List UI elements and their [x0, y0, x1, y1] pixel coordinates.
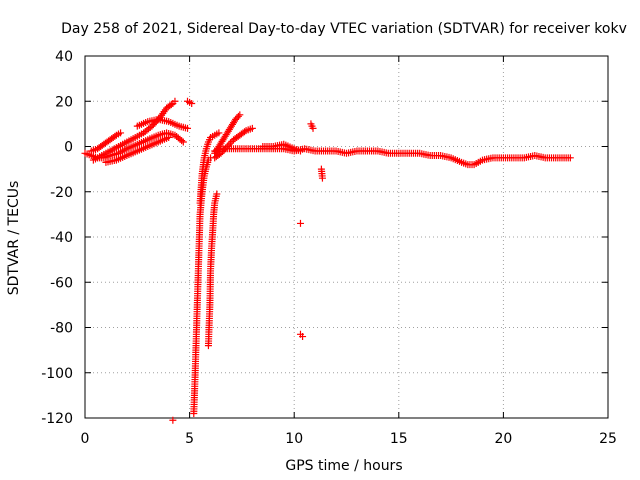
y-tick-label: -120 — [41, 411, 73, 427]
data-point-arc-mid — [220, 146, 228, 154]
y-axis-label: SDTVAR / TECUs — [6, 181, 22, 296]
data-point-outliers — [169, 416, 177, 424]
x-axis: 0 5 10 15 20 25 — [81, 56, 617, 447]
data-point-arc-early — [117, 129, 125, 137]
data-point-outliers — [309, 124, 317, 132]
data-point-arc-mid — [219, 148, 227, 156]
grid — [85, 56, 608, 418]
data-points — [81, 97, 574, 424]
x-tick-label: 15 — [390, 431, 408, 447]
data-point-arc-early — [188, 100, 196, 108]
data-point-baseline — [566, 154, 574, 162]
chart-title: Day 258 of 2021, Sidereal Day-to-day VTE… — [61, 21, 627, 37]
data-point-outliers — [296, 219, 304, 227]
data-point-outliers — [318, 174, 326, 182]
data-point-arc-early — [111, 132, 119, 140]
x-tick-label: 20 — [494, 431, 512, 447]
y-axis: -120 -100 -80 -60 -40 -20 0 20 40 — [41, 49, 608, 427]
data-point-dip — [213, 190, 221, 198]
data-point-arc-mid — [241, 128, 249, 136]
data-point-arc-early — [167, 101, 175, 109]
data-point-arc-early — [171, 97, 179, 105]
data-point-arc-mid — [217, 149, 225, 157]
y-tick-label: 0 — [64, 140, 73, 156]
data-point-arc-mid — [222, 144, 230, 152]
x-tick-label: 0 — [81, 431, 90, 447]
x-tick-label: 5 — [185, 431, 194, 447]
data-point-arc-mid — [226, 139, 234, 147]
data-point-arc-mid — [234, 112, 242, 120]
y-tick-label: 40 — [55, 49, 73, 65]
data-point-arc-mid — [225, 141, 233, 149]
x-tick-label: 25 — [599, 431, 617, 447]
data-point-outliers — [299, 333, 307, 341]
data-point-dip — [215, 129, 223, 137]
x-tick-label: 10 — [285, 431, 303, 447]
x-axis-label: GPS time / hours — [285, 458, 402, 474]
y-tick-label: -100 — [41, 366, 73, 382]
y-tick-label: -20 — [50, 185, 73, 201]
data-point-arc-early — [184, 124, 192, 132]
data-point-baseline — [178, 137, 186, 145]
y-tick-label: -40 — [50, 230, 73, 246]
data-point-arc-mid — [236, 111, 244, 119]
data-point-arc-early — [165, 133, 173, 141]
y-tick-label: -60 — [50, 275, 73, 291]
data-point-arc-mid — [248, 124, 256, 132]
data-point-arc-mid — [296, 147, 304, 155]
data-point-arc-mid — [223, 143, 231, 150]
y-tick-label: 20 — [55, 94, 73, 110]
y-tick-label: -80 — [50, 321, 73, 337]
data-point-baseline — [179, 138, 187, 146]
